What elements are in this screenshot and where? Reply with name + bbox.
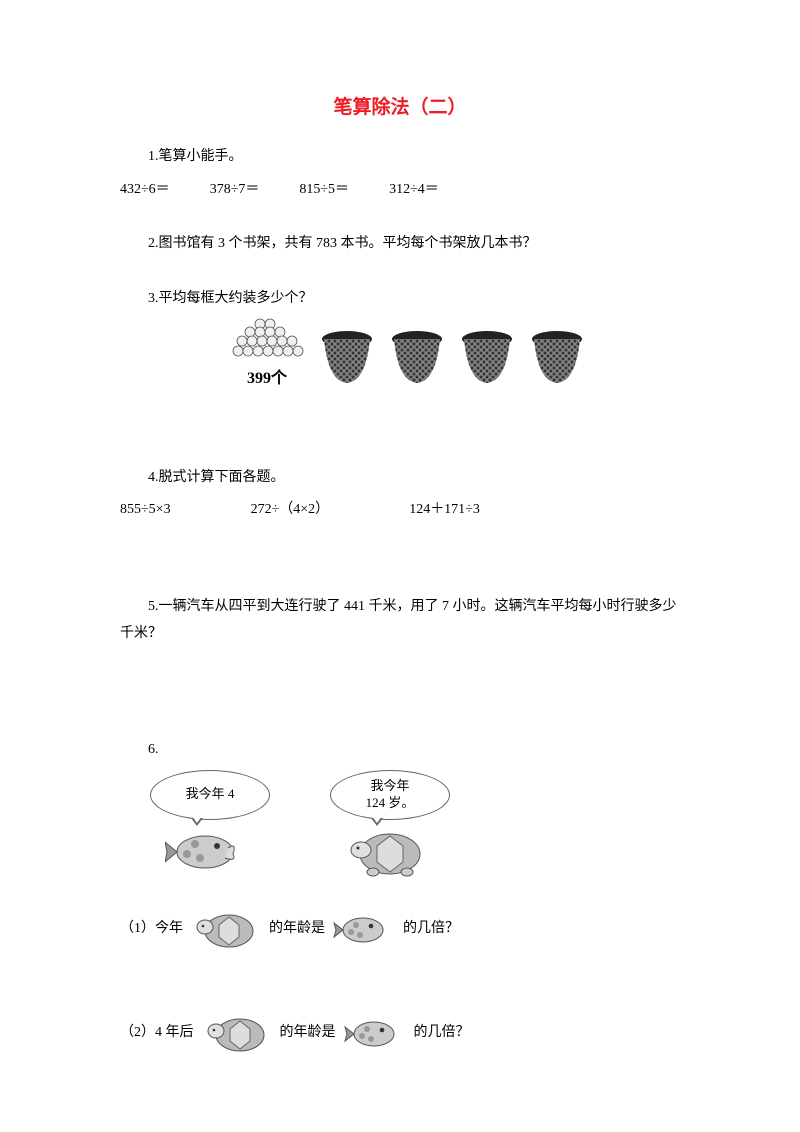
q1-expr-1: 378÷7＝ xyxy=(210,177,260,204)
q6-label: 6. xyxy=(120,737,680,764)
basket-icon xyxy=(320,329,374,385)
q6-sub1-a: （1）今年 xyxy=(120,916,183,943)
q6-sub2-b: 的年龄是 xyxy=(280,1020,336,1047)
q6-sub1-c: 的几倍？ xyxy=(403,916,459,943)
basket-icon xyxy=(390,329,444,385)
q6-sub2-a: （2）4 年后 xyxy=(120,1020,194,1047)
q1-expr-3: 312÷4＝ xyxy=(389,177,439,204)
apple-count-label: 399个 xyxy=(247,364,287,394)
q4-expr-2: 124＋171÷3 xyxy=(409,497,480,524)
turtle-icon xyxy=(345,824,435,879)
q5-text: 5.一辆汽车从四平到大连行驶了 441 千米，用了 7 小时。这辆汽车平均每小时… xyxy=(120,594,680,647)
q6-figure-row: 我今年 4 我今年 124 岁。 xyxy=(120,770,680,879)
q6-sub1-b: 的年龄是 xyxy=(269,916,325,943)
q1-expr-2: 815÷5＝ xyxy=(299,177,349,204)
q1-expr-0: 432÷6＝ xyxy=(120,177,170,204)
q4-label: 4.脱式计算下面各题。 xyxy=(120,465,680,492)
turtle-entity: 我今年 124 岁。 xyxy=(330,770,450,879)
turtle-small-icon xyxy=(191,907,261,951)
q2-text: 2.图书馆有 3 个书架，共有 783 本书。平均每个书架放几本书？ xyxy=(120,231,680,258)
q4-exprs: 855÷5×3 272÷（4×2） 124＋171÷3 xyxy=(120,497,680,524)
q4-expr-1: 272÷（4×2） xyxy=(251,497,330,524)
basket-icon xyxy=(530,329,584,385)
q1-exprs: 432÷6＝ 378÷7＝ 815÷5＝ 312÷4＝ xyxy=(120,177,680,204)
turtle-bubble: 我今年 124 岁。 xyxy=(330,770,450,820)
turtle-small-icon xyxy=(202,1011,272,1055)
q3-figure: 399个 xyxy=(120,318,680,394)
q6-sub1: （1）今年 的年龄是 的几倍？ xyxy=(120,907,680,951)
fish-small-icon xyxy=(344,1014,406,1052)
fish-entity: 我今年 4 xyxy=(150,770,270,879)
page-title: 笔算除法（二） xyxy=(120,90,680,126)
fish-icon xyxy=(165,824,255,874)
q3-label: 3.平均每框大约装多少个？ xyxy=(120,286,680,313)
apples-icon xyxy=(230,318,304,362)
fish-small-icon xyxy=(333,910,395,948)
apple-pile: 399个 xyxy=(230,318,304,394)
q1-label: 1.笔算小能手。 xyxy=(120,144,680,171)
q4-expr-0: 855÷5×3 xyxy=(120,497,171,524)
basket-icon xyxy=(460,329,514,385)
q6-sub2: （2）4 年后 的年龄是 的几倍？ xyxy=(120,1011,680,1055)
q6-sub2-c: 的几倍？ xyxy=(414,1020,470,1047)
fish-bubble: 我今年 4 xyxy=(150,770,270,820)
q5-content: 5.一辆汽车从四平到大连行驶了 441 千米，用了 7 小时。这辆汽车平均每小时… xyxy=(120,599,677,641)
